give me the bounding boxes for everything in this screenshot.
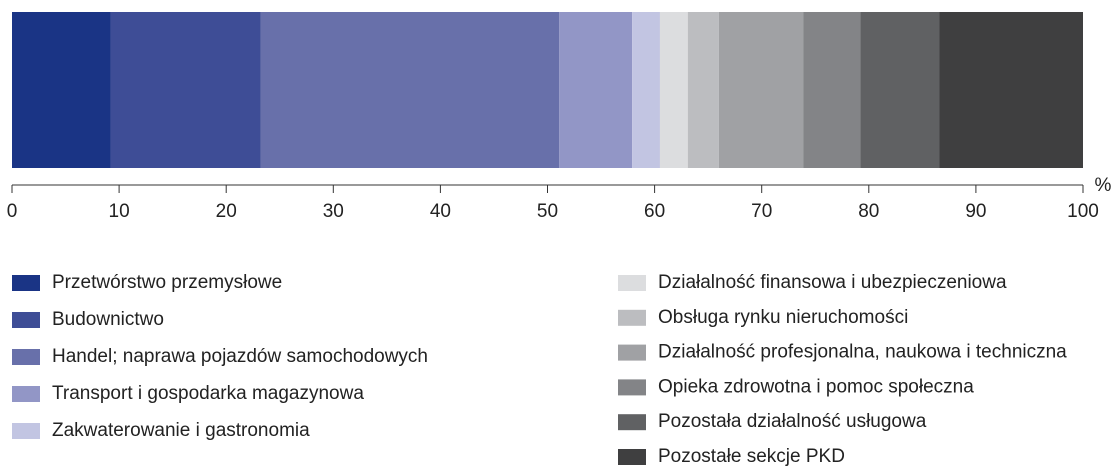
legend-swatch [618, 379, 646, 396]
legend-label: Zakwaterowanie i gastronomia [52, 420, 310, 441]
legend-swatch [618, 414, 646, 431]
bar-segment [718, 12, 804, 168]
axis-unit: % [1095, 175, 1111, 196]
legend-swatch [618, 344, 646, 361]
legend-label: Obsługa rynku nieruchomości [658, 307, 908, 328]
legend-label: Działalność profesjonalna, naukowa i tec… [658, 342, 1067, 363]
x-tick-label: 0 [7, 201, 18, 222]
legend-swatch [12, 423, 40, 439]
legend-label: Budownictwo [52, 309, 164, 330]
x-tick-label: 30 [323, 201, 344, 222]
legend-label: Działalność finansowa i ubezpieczeniowa [658, 272, 1007, 293]
legend-swatch [12, 275, 40, 291]
bar-segment [110, 12, 261, 168]
legend-swatch [618, 309, 646, 326]
bar-segment [939, 12, 1083, 168]
x-tick-label: 50 [537, 201, 558, 222]
bar-segment [632, 12, 660, 168]
x-tick-label: 20 [216, 201, 237, 222]
x-tick-label: 100 [1067, 201, 1099, 222]
x-tick-label: 10 [109, 201, 130, 222]
legend-label: Opieka zdrowotna i pomoc społeczna [658, 376, 974, 397]
x-tick-label: 80 [858, 201, 879, 222]
bar-segment [659, 12, 688, 168]
legend-label: Handel; naprawa pojazdów samochodowych [52, 346, 428, 367]
bar-segment [803, 12, 861, 168]
legend-swatch [618, 449, 646, 465]
legend-label: Przetwórstwo przemysłowe [52, 272, 282, 293]
legend-label: Pozostałe sekcje PKD [658, 446, 845, 467]
bar-segment [559, 12, 633, 168]
legend-label: Pozostała działalność usługowa [658, 411, 927, 432]
bar-segment [12, 12, 111, 168]
x-tick-label: 90 [965, 201, 986, 222]
legend-swatch [12, 386, 40, 402]
bar-segment [687, 12, 719, 168]
x-tick-label: 70 [751, 201, 772, 222]
legend-swatch [618, 275, 646, 291]
x-tick-label: 60 [644, 201, 665, 222]
legend-swatch [12, 349, 40, 365]
legend-label: Transport i gospodarka magazynowa [52, 383, 364, 404]
bar-segment [860, 12, 940, 168]
bar-segment [260, 12, 560, 168]
x-tick-label: 40 [430, 201, 451, 222]
legend-swatch [12, 312, 40, 328]
